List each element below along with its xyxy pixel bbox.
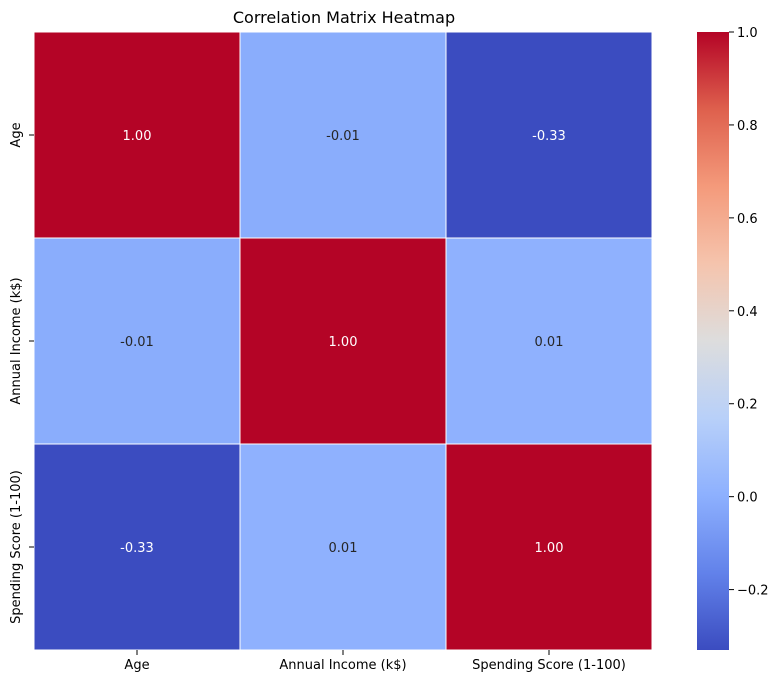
heatmap-cell (33, 31, 241, 239)
colorbar: 1.0 0.8 0.6 0.4 0.2 0.0 −0.2 (697, 26, 769, 650)
cell-value-label: 1.00 (535, 541, 564, 556)
colorbar-tick-label: −0.2 (737, 584, 769, 599)
heatmap-cell-labels: 1.00 -0.01 -0.33 -0.01 1.00 0.01 -0.33 0.01 1.00 (120, 129, 566, 556)
cell-value-label: 0.01 (535, 335, 564, 350)
x-tick-label: Age (124, 658, 149, 673)
y-axis: Age Annual Income (k$) Spending Score (1-1… (9, 122, 34, 624)
x-tick-label: Spending Score (1-100) (472, 658, 626, 673)
y-tick-label: Spending Score (1-100) (9, 470, 24, 624)
chart-title: Correlation Matrix Heatmap (233, 8, 455, 27)
cell-value-label: -0.33 (532, 129, 566, 144)
colorbar-tick-label: 0.4 (737, 305, 758, 320)
colorbar-tick-label: 1.0 (737, 26, 758, 41)
cell-value-label: -0.01 (326, 129, 360, 144)
heatmap-cell (239, 237, 447, 445)
heatmap-cell (239, 31, 447, 239)
heatmap-cells (33, 31, 653, 651)
y-tick-label: Annual Income (k$) (9, 277, 24, 404)
cell-value-label: 1.00 (123, 129, 152, 144)
x-tick-label: Annual Income (k$) (279, 658, 406, 673)
heatmap-cell (445, 237, 653, 445)
heatmap-cell (445, 31, 653, 239)
colorbar-gradient (697, 32, 729, 650)
colorbar-tick-label: 0.6 (737, 212, 758, 227)
heatmap-cell (33, 237, 241, 445)
y-tick-label: Age (9, 122, 24, 147)
cell-value-label: 1.00 (329, 335, 358, 350)
heatmap-cell (33, 443, 241, 651)
cell-value-label: -0.33 (120, 541, 154, 556)
colorbar-tick-label: 0.0 (737, 491, 758, 506)
colorbar-tick-label: 0.8 (737, 119, 758, 134)
colorbar-tick-label: 0.2 (737, 398, 758, 413)
x-axis: Age Annual Income (k$) Spending Score (1-1… (124, 650, 626, 673)
heatmap-cell (239, 443, 447, 651)
cell-value-label: -0.01 (120, 335, 154, 350)
cell-value-label: 0.01 (329, 541, 358, 556)
